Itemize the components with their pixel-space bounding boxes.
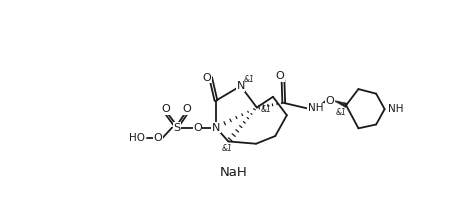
- Text: N: N: [211, 122, 220, 133]
- Text: O: O: [193, 122, 202, 133]
- Text: &1: &1: [221, 144, 232, 153]
- Text: &1: &1: [260, 105, 271, 114]
- Text: NH: NH: [307, 103, 323, 113]
- Text: NaH: NaH: [219, 166, 247, 179]
- Text: O: O: [153, 133, 162, 143]
- Text: O: O: [275, 71, 283, 81]
- Text: O: O: [161, 104, 170, 114]
- Text: S: S: [173, 122, 180, 133]
- Text: &1: &1: [243, 75, 254, 84]
- Text: HO: HO: [129, 133, 145, 143]
- Text: &1: &1: [335, 108, 346, 117]
- Text: O: O: [182, 104, 191, 114]
- Text: N: N: [236, 81, 244, 91]
- Text: NH: NH: [388, 104, 403, 114]
- Text: O: O: [202, 73, 211, 83]
- Text: O: O: [325, 96, 334, 106]
